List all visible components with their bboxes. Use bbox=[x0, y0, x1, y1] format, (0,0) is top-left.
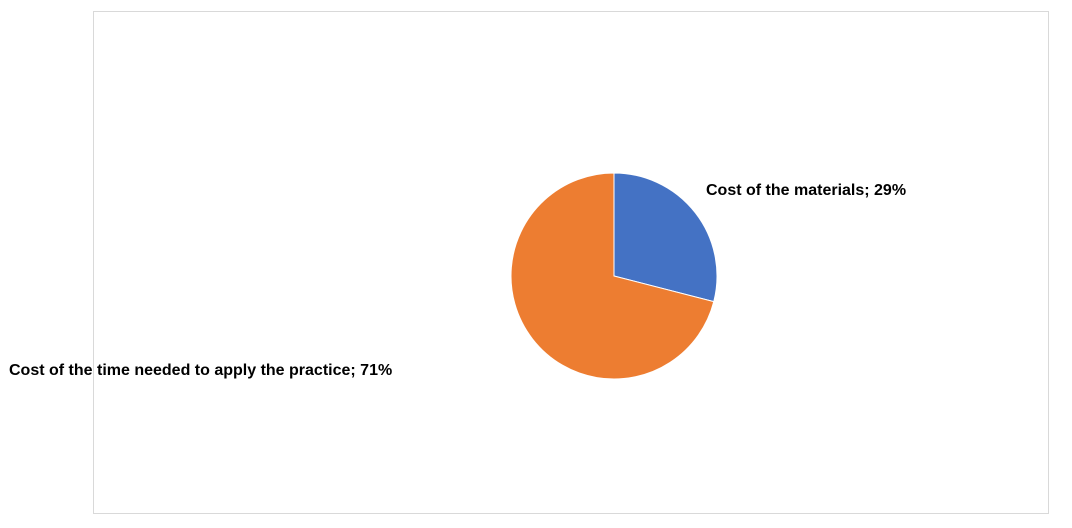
slice-label-time: Cost of the time needed to apply the pra… bbox=[9, 362, 392, 379]
pie-slice-materials bbox=[613, 172, 718, 303]
pie-slice-time bbox=[510, 172, 715, 380]
slice-label-materials: Cost of the materials; 29% bbox=[706, 182, 906, 199]
pie-slices bbox=[510, 172, 718, 380]
chart-area bbox=[93, 11, 1049, 514]
